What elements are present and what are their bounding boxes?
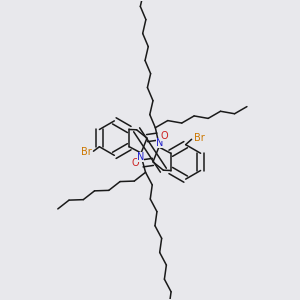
Text: O: O bbox=[132, 158, 139, 168]
Text: Br: Br bbox=[194, 133, 204, 143]
Text: O: O bbox=[161, 131, 168, 141]
Text: Br: Br bbox=[81, 147, 92, 158]
Text: N: N bbox=[136, 152, 144, 162]
Text: N: N bbox=[156, 138, 164, 148]
